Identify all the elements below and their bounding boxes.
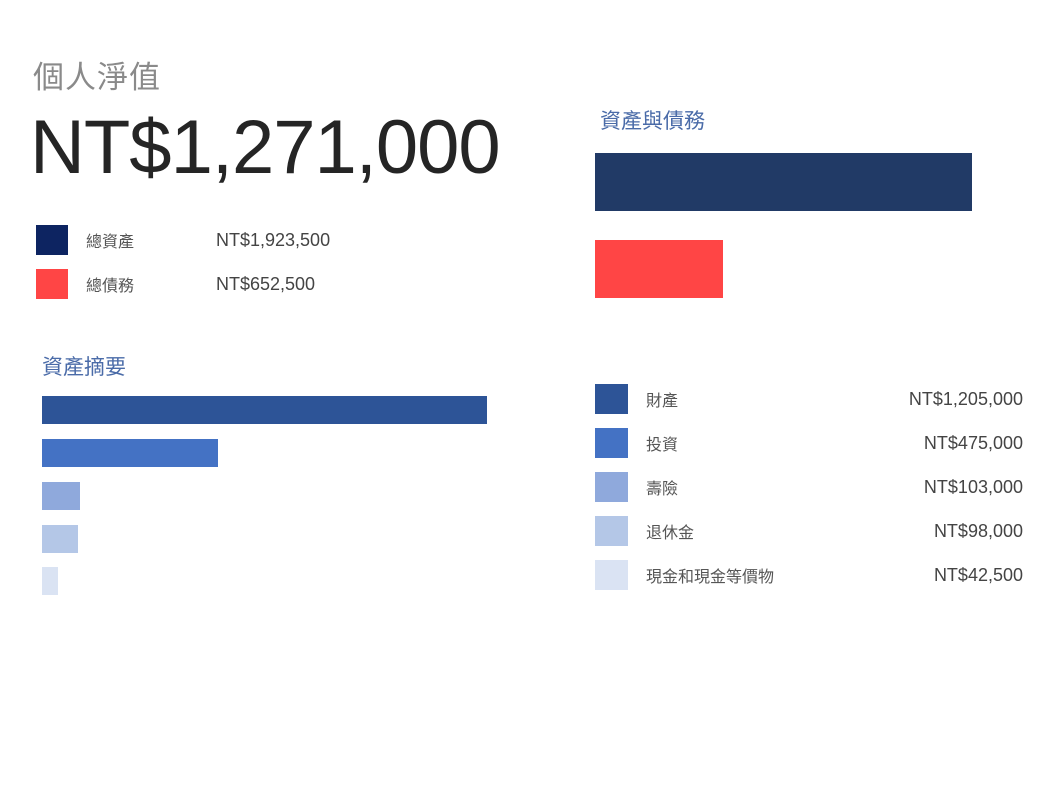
summary-bar-property bbox=[42, 396, 487, 424]
assets-vs-debts-title: 資產與債務 bbox=[600, 109, 705, 133]
investment-value: NT$475,000 bbox=[923, 432, 1023, 453]
assets-bar bbox=[595, 153, 972, 211]
pension-value: NT$98,000 bbox=[933, 520, 1023, 541]
investment-swatch bbox=[595, 428, 628, 458]
life-insurance-label: 壽險 bbox=[646, 479, 679, 498]
summary-bar-cash bbox=[42, 567, 58, 595]
property-value: NT$1,205,000 bbox=[908, 388, 1023, 409]
legend-item-life-insurance: 壽險 NT$103,000 bbox=[595, 472, 1023, 502]
property-swatch bbox=[595, 384, 628, 414]
legend-total-debts: 總債務 NT$652,500 bbox=[36, 269, 315, 299]
cash-value: NT$42,500 bbox=[933, 564, 1023, 585]
asset-summary-title: 資產摘要 bbox=[42, 355, 126, 379]
total-debts-label: 總債務 bbox=[86, 276, 135, 295]
pension-swatch bbox=[595, 516, 628, 546]
investment-label: 投資 bbox=[646, 435, 679, 454]
total-assets-swatch bbox=[36, 225, 68, 255]
total-assets-label: 總資產 bbox=[86, 232, 135, 251]
legend-item-investment: 投資 NT$475,000 bbox=[595, 428, 1023, 458]
summary-bar-pension bbox=[42, 525, 78, 553]
pension-label: 退休金 bbox=[646, 523, 695, 542]
legend-item-property: 財產 NT$1,205,000 bbox=[595, 384, 1023, 414]
legend-item-pension: 退休金 NT$98,000 bbox=[595, 516, 1023, 546]
total-debts-value: NT$652,500 bbox=[216, 273, 316, 294]
property-label: 財產 bbox=[646, 391, 679, 410]
summary-bar-life-insurance bbox=[42, 482, 80, 510]
summary-bar-investment bbox=[42, 439, 218, 467]
life-insurance-swatch bbox=[595, 472, 628, 502]
cash-label: 現金和現金等價物 bbox=[646, 567, 775, 586]
net-worth-value: NT$1,271,000 bbox=[30, 105, 501, 190]
total-debts-swatch bbox=[36, 269, 68, 299]
page-title: 個人淨值 bbox=[33, 60, 161, 96]
legend-item-cash: 現金和現金等價物 NT$42,500 bbox=[595, 560, 1023, 590]
legend-total-assets: 總資產 NT$1,923,500 bbox=[36, 225, 330, 255]
total-assets-value: NT$1,923,500 bbox=[216, 229, 331, 250]
life-insurance-value: NT$103,000 bbox=[923, 476, 1023, 497]
debts-bar bbox=[595, 240, 723, 298]
cash-swatch bbox=[595, 560, 628, 590]
